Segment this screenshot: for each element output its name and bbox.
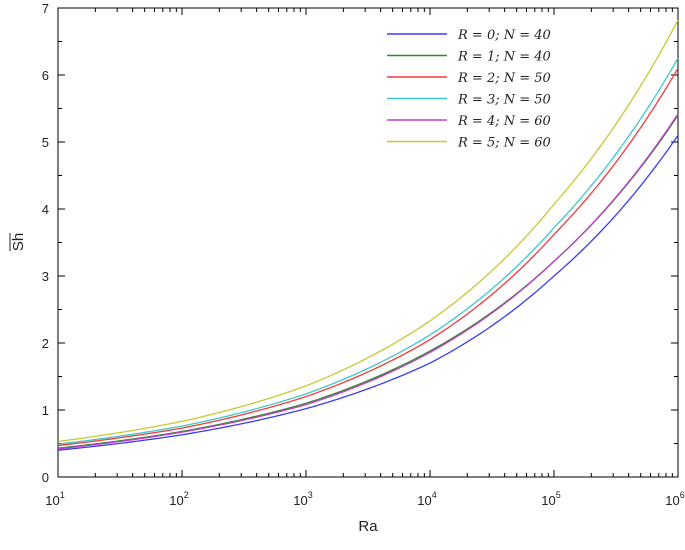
axis-ticks: 0 1 2 3 4 5 6 7 101 102 103 104 105 106 <box>42 1 685 508</box>
legend-entry: R = 5; N = 60 <box>457 136 551 151</box>
series-line <box>57 134 679 451</box>
legend-entry: R = 2; N = 50 <box>457 71 551 86</box>
y-tick-label: 1 <box>42 403 49 418</box>
legend: R = 0; N = 40 R = 1; N = 40 R = 2; N = 50 R… <box>387 28 551 151</box>
x-tick-label: 105 <box>541 490 560 508</box>
x-tick-label: 106 <box>665 490 684 508</box>
y-tick-label: 2 <box>42 336 49 351</box>
y-tick-label: 4 <box>42 202 49 217</box>
y-tick-label: 5 <box>42 135 49 150</box>
series-line <box>57 113 679 450</box>
y-tick-label: 7 <box>42 1 49 16</box>
legend-entry: R = 0; N = 40 <box>457 28 551 43</box>
x-axis-label: Ra <box>358 518 378 535</box>
series-line <box>57 57 679 445</box>
legend-entry: R = 3; N = 50 <box>457 93 551 108</box>
legend-entry: R = 4; N = 60 <box>457 114 551 129</box>
series-line <box>57 67 679 447</box>
x-tick-label: 103 <box>293 490 312 508</box>
y-tick-label: 3 <box>42 269 49 284</box>
series-line <box>57 19 679 443</box>
legend-entry: R = 1; N = 40 <box>457 50 551 65</box>
x-tick-label: 104 <box>417 490 436 508</box>
plot-frame <box>57 7 679 478</box>
y-tick-label: 6 <box>42 68 49 83</box>
y-axis-label: Sh <box>10 233 27 251</box>
x-tick-label: 102 <box>169 490 188 508</box>
series-lines <box>57 19 679 451</box>
x-tick-label: 101 <box>45 490 64 508</box>
y-axis-label-group: Sh <box>9 233 27 251</box>
y-tick-label: 0 <box>42 470 49 485</box>
